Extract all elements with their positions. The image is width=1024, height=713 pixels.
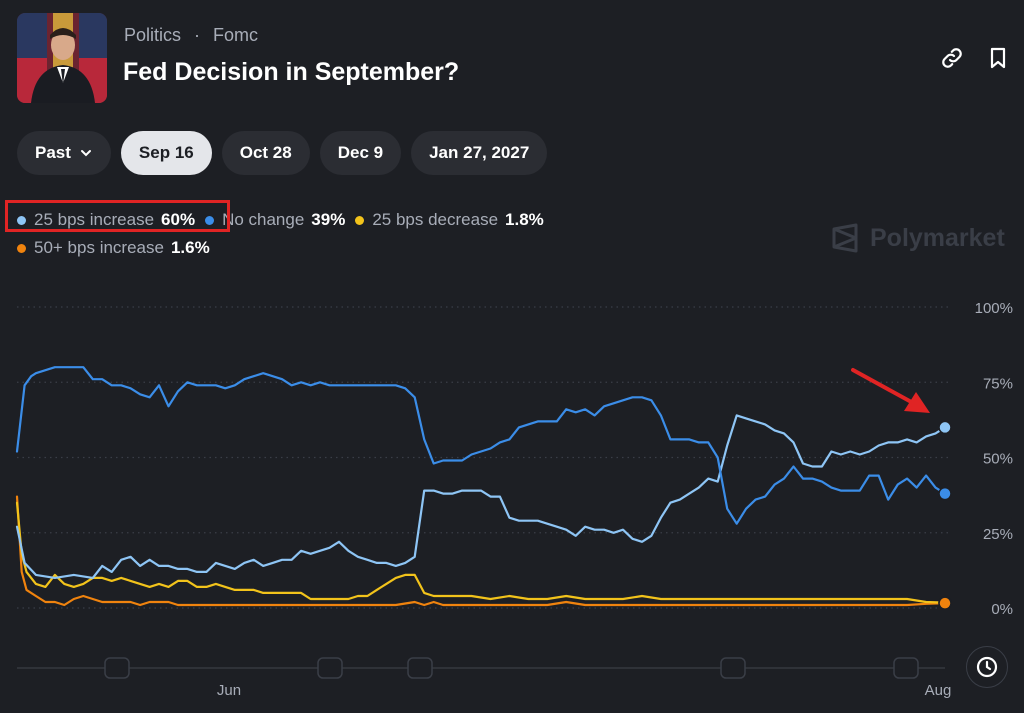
polymarket-logo-icon	[832, 223, 858, 253]
series-line-25-bps-increase	[15, 414, 947, 579]
series-line-25-bps-decrease	[15, 501, 947, 604]
tab-sep-16[interactable]: Sep 16	[120, 131, 212, 175]
date-tabs: Past Sep 16 Oct 28 Dec 9 Jan 27, 2027	[17, 131, 548, 175]
legend-row: 25 bps increase 60% No change 39% 25 bps…	[17, 206, 657, 234]
y-tick-label: 100%	[975, 300, 1013, 317]
tab-past[interactable]: Past	[17, 131, 111, 175]
legend-dot	[355, 215, 365, 225]
scrubber-handle	[407, 657, 433, 679]
series-endpoint-50-bps-increase	[938, 596, 952, 610]
avatar	[17, 13, 107, 103]
tab-label: Jan 27, 2027	[429, 143, 530, 162]
clock-icon	[976, 656, 998, 678]
copy-link-button[interactable]	[938, 44, 966, 72]
scrubber-handle	[893, 657, 919, 679]
bookmark-button[interactable]	[984, 44, 1012, 72]
tab-label: Dec 9	[337, 143, 384, 162]
breadcrumb-category[interactable]: Politics	[124, 25, 182, 45]
y-tick-label: 50%	[983, 451, 1013, 468]
breadcrumb: Politics · Fomc	[124, 25, 258, 46]
y-axis-ticks: 100% 75% 50% 25% 0%	[975, 300, 1013, 618]
tab-oct-28[interactable]: Oct 28	[221, 131, 310, 175]
tab-label: Sep 16	[138, 143, 194, 162]
series-line-no-change	[15, 366, 947, 525]
polymarket-watermark: Polymarket	[830, 223, 1005, 253]
legend-row: 50+ bps increase 1.6%	[17, 234, 657, 262]
legend-value: 1.8%	[505, 210, 544, 229]
legend-name: 25 bps increase	[34, 210, 155, 229]
legend-item-25bps-decrease[interactable]: 25 bps decrease 1.8%	[355, 206, 544, 234]
scrubber-handle	[104, 657, 130, 679]
scrubber-handle	[317, 657, 343, 679]
y-tick-label: 25%	[983, 526, 1013, 543]
series-endpoint-no-change	[938, 486, 952, 501]
legend-name: No change	[222, 210, 305, 229]
breadcrumb-separator: ·	[194, 25, 201, 45]
legend-item-no-change[interactable]: No change 39%	[205, 206, 345, 234]
legend-dot	[17, 215, 26, 225]
y-tick-label: 75%	[983, 375, 1013, 392]
series-endpoint-25-bps-increase	[938, 420, 952, 435]
x-tick-label: Jun	[217, 682, 241, 699]
legend-name: 25 bps decrease	[372, 210, 499, 229]
y-tick-label: 0%	[991, 601, 1013, 618]
legend-dot	[205, 215, 215, 225]
chart-legend: 25 bps increase 60% No change 39% 25 bps…	[17, 206, 657, 262]
bookmark-icon	[990, 47, 1006, 69]
breadcrumb-subcategory[interactable]: Fomc	[213, 25, 259, 45]
tab-label: Oct 28	[239, 143, 292, 162]
time-scrubber[interactable]	[17, 657, 945, 679]
link-icon	[942, 48, 962, 68]
chart-grid	[17, 306, 950, 609]
time-range-button[interactable]	[966, 646, 1008, 688]
arrow-shaft	[851, 368, 917, 406]
x-axis-ticks: Jun Aug	[217, 682, 951, 699]
legend-value: 1.6%	[170, 238, 210, 257]
portrait-image	[17, 13, 107, 103]
legend-value: 60%	[161, 210, 196, 229]
legend-dot	[17, 243, 26, 253]
tab-jan-27-2027[interactable]: Jan 27, 2027	[411, 131, 548, 175]
page-title: Fed Decision in September?	[123, 58, 460, 86]
watermark-text: Polymarket	[870, 223, 1005, 252]
legend-item-50bps-increase[interactable]: 50+ bps increase 1.6%	[17, 234, 210, 262]
highlight-annotation-box	[5, 200, 230, 232]
probability-chart: 100% 75% 50% 25% 0% Jun Aug	[15, 300, 1013, 699]
legend-name: 50+ bps increase	[34, 238, 164, 257]
chart-series	[15, 366, 947, 607]
chart-endpoints	[938, 420, 952, 610]
x-tick-label: Aug	[925, 682, 952, 699]
tab-dec-9[interactable]: Dec 9	[319, 131, 402, 175]
legend-item-25bps-increase[interactable]: 25 bps increase 60%	[17, 206, 195, 234]
scrubber-handle	[720, 657, 746, 679]
legend-value: 39%	[311, 210, 346, 229]
chevron-down-icon	[80, 150, 91, 157]
series-line-50-bps-increase	[15, 495, 947, 607]
arrow-head	[904, 392, 930, 413]
red-arrow-annotation	[851, 368, 930, 413]
tab-label: Past	[35, 143, 71, 162]
